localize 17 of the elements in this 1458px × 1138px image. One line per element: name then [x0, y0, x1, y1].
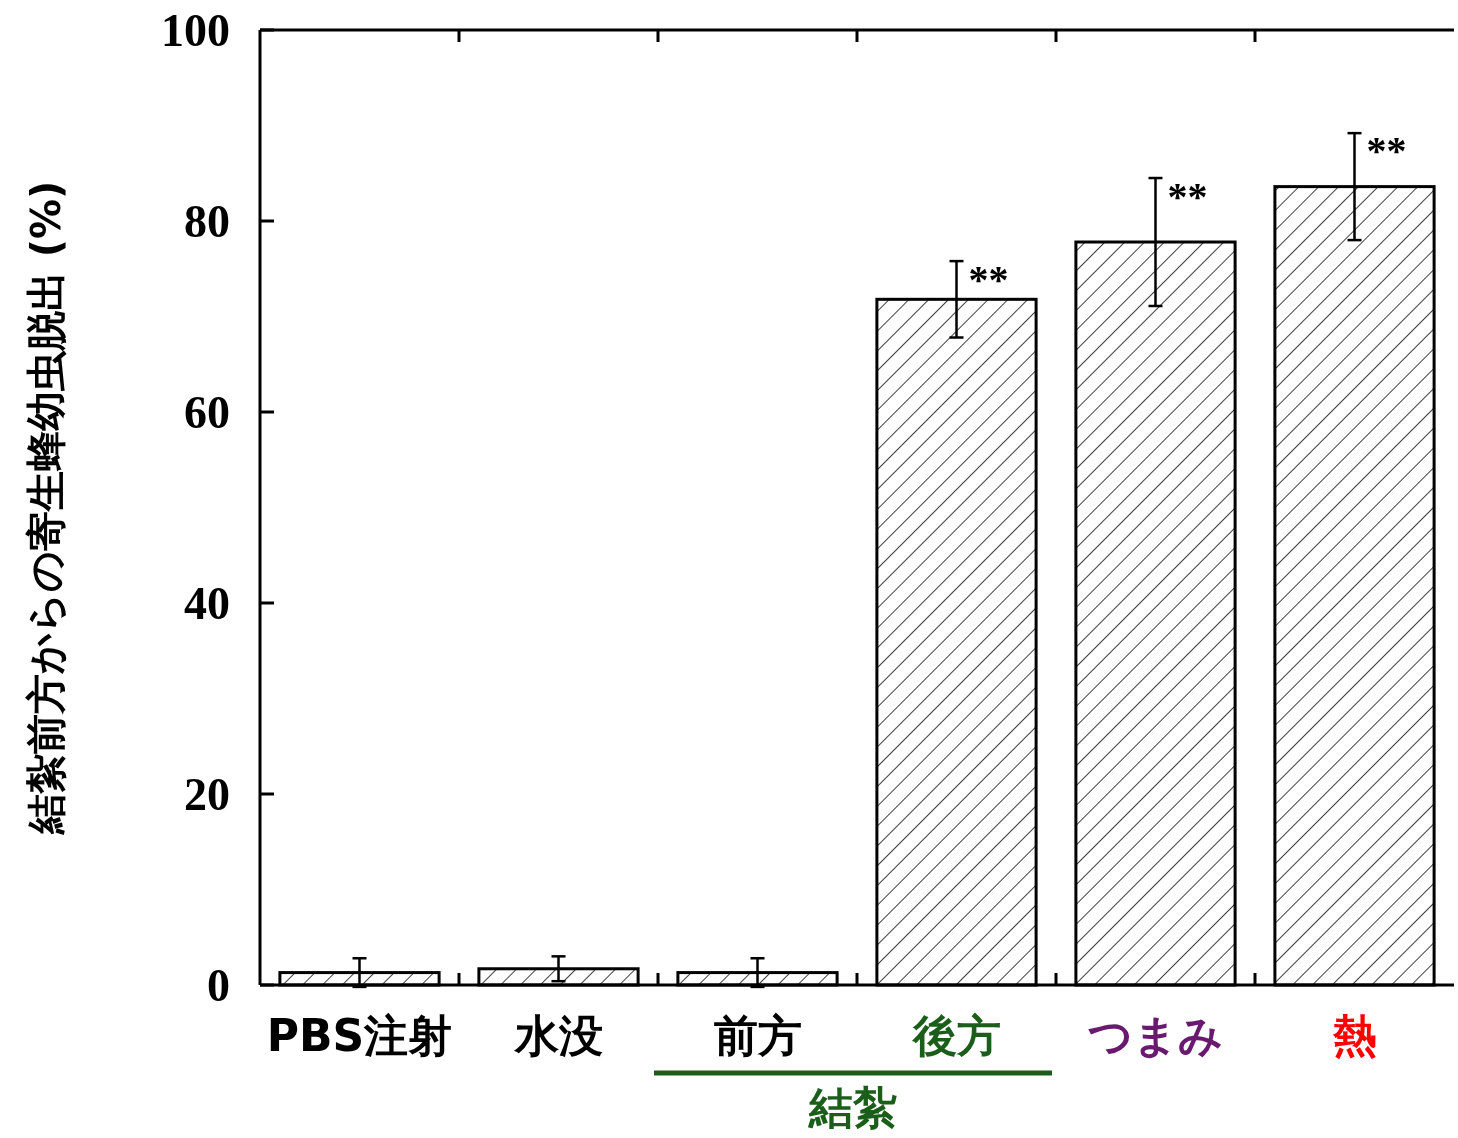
x-tick-label: 水没	[512, 1010, 603, 1061]
x-tick-label: 前方	[713, 1010, 802, 1061]
text: 結紮	[807, 1082, 897, 1133]
y-tick-label: 20	[184, 768, 230, 820]
y-tick-label: 100	[161, 4, 230, 56]
annotation: **	[968, 257, 1009, 303]
x-tick-label: つまみ	[1088, 1010, 1223, 1061]
y-tick-label: 80	[184, 195, 230, 247]
y-axis-title: 結紮前方からの寄生蜂幼虫脱出 (%)	[23, 180, 69, 836]
y-tick-label: 0	[207, 959, 230, 1011]
y-tick-label: 40	[184, 577, 230, 629]
x-tick-label: 熱	[1331, 1010, 1377, 1061]
x-tick-label: PBS注射	[266, 1010, 453, 1061]
annotation: **	[1167, 174, 1208, 220]
annotation: **	[1366, 128, 1407, 174]
x-tick-label: 後方	[910, 1010, 1001, 1061]
y-tick-label: 60	[184, 386, 230, 438]
